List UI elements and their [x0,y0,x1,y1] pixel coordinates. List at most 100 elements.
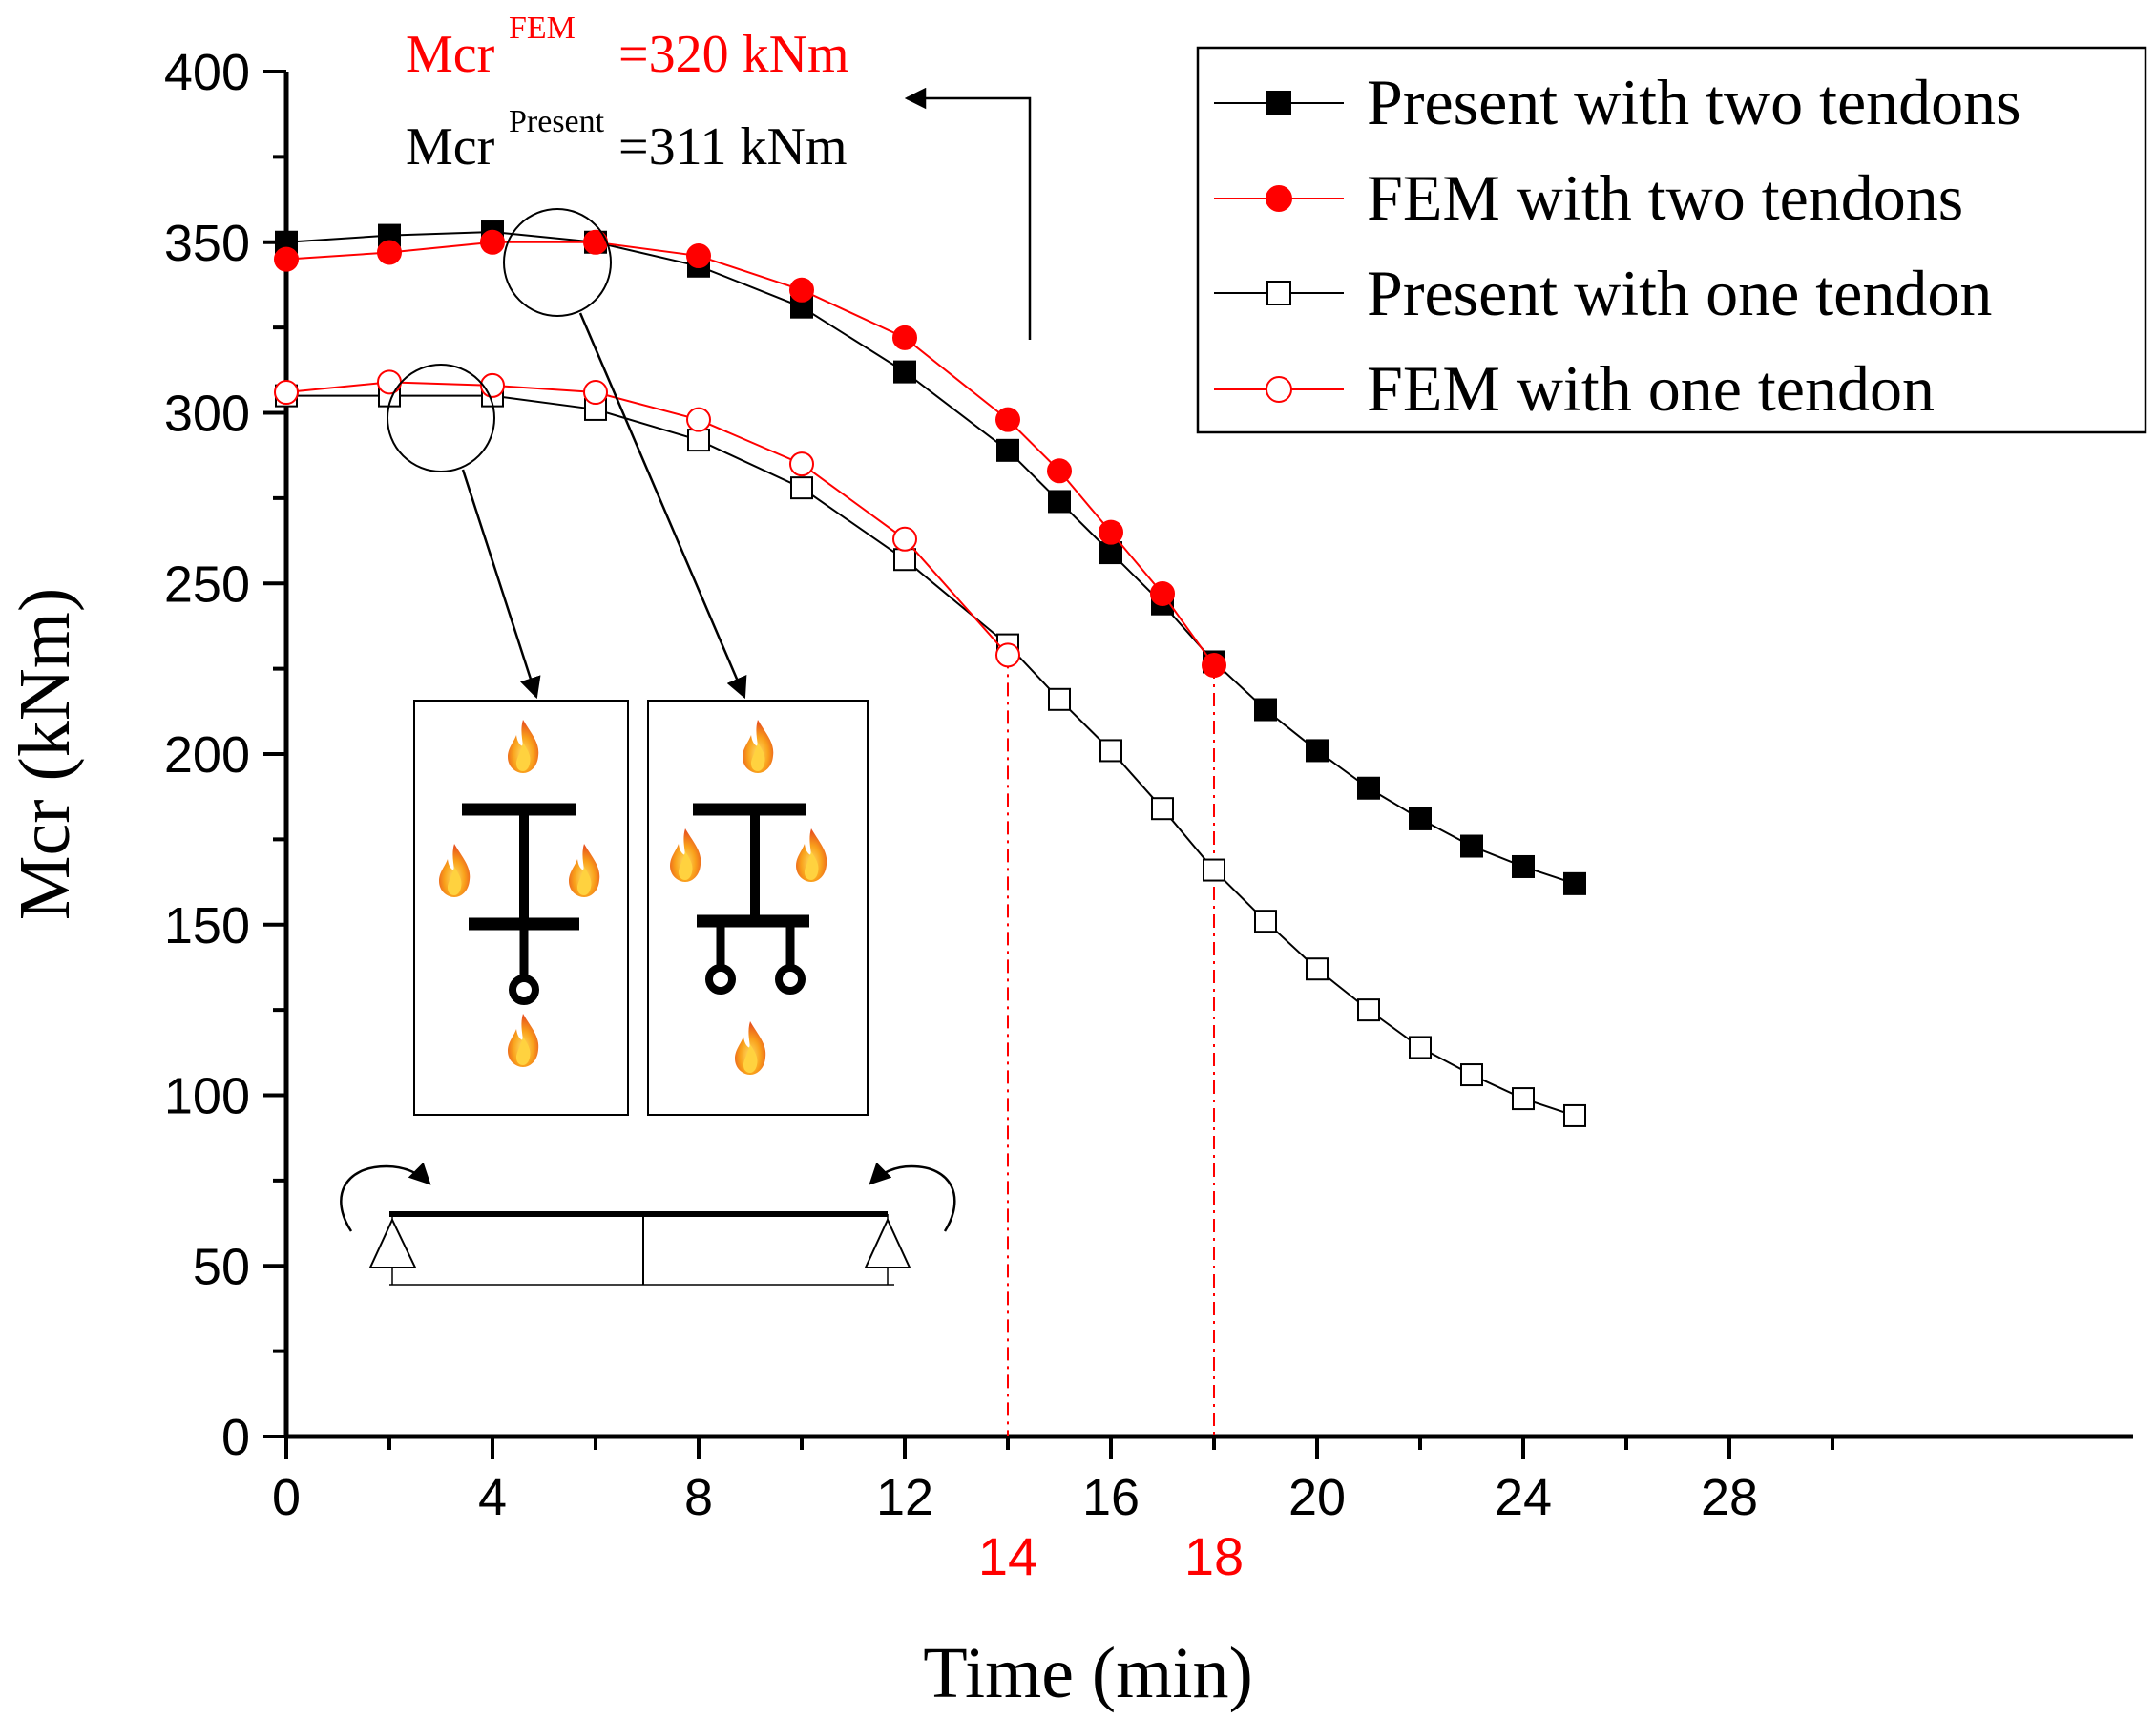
legend-frame [1196,46,2147,434]
legend-item-fem-two: FEM with two tendons [1214,161,1963,234]
data-point [1150,580,1175,606]
data-point [1306,957,1329,981]
callout-circle-two-tendons [503,208,612,317]
y-tick-label: 150 [164,897,250,954]
callout-arrow-two-tendons [578,312,747,700]
data-point [687,429,710,452]
data-point [893,548,916,572]
callout-arrow-one-tendon [461,469,541,700]
y-tick-label: 0 [221,1409,250,1466]
x-tick-label: 16 [1082,1469,1140,1526]
data-point [686,407,711,432]
y-tick-label: 400 [164,44,250,101]
x-tick-label: 0 [272,1469,301,1526]
annotation-arrow [904,87,1032,340]
data-point [1460,834,1483,858]
legend-marker-circle-filled [1266,185,1292,212]
legend-label: Present with two tendons [1367,66,2021,138]
inset-one-tendon [413,700,629,1116]
y-tick-label: 300 [164,386,250,443]
y-tick-label: 350 [164,215,250,272]
legend-marker-square-filled [1266,91,1291,115]
tendon-icon [509,975,539,1005]
data-point [893,360,916,384]
axes: 0 4 8 12 16 20 24 28 0 50 100 150 200 250 300 350 400 [164,44,2133,1526]
data-point [995,407,1020,432]
y-tick-label: 250 [164,556,250,613]
tendon-icon [705,964,736,995]
x-axis-title: Time (min) [923,1633,1253,1713]
legend-marker-circle-open [1266,376,1292,403]
moment-arrow-right-icon [869,1162,956,1232]
data-point [1357,776,1380,800]
x-tick-label: 28 [1701,1469,1758,1526]
data-point [892,325,917,350]
data-point [995,642,1020,668]
present-annotation-value: =311 kNm [618,117,848,177]
x-tick-label: 20 [1288,1469,1346,1526]
data-point [1203,858,1225,882]
data-point [1512,1087,1535,1111]
highlight-tick-label: 14 [978,1526,1037,1586]
data-point [1409,1036,1432,1059]
present-annotation-sup: Present [509,104,605,139]
beam-schematic [340,1162,956,1286]
legend-item-present-two: Present with two tendons [1214,66,2021,138]
series-1 [274,229,1226,679]
y-tick-label: 100 [164,1068,250,1125]
series-3 [274,369,1020,668]
data-point [790,476,813,500]
data-point [686,243,711,269]
data-point [1563,1103,1586,1127]
inset-two-tendons [647,700,869,1116]
data-point [1563,871,1586,895]
legend: Present with two tendons FEM with two te… [1196,46,2147,434]
x-tick-label: 8 [684,1469,713,1526]
x-tick-label: 24 [1495,1469,1552,1526]
series-line [285,381,1009,656]
callout-circle-one-tendon [387,364,495,472]
x-tick-label: 12 [876,1469,933,1526]
y-axis-title: Mcr (kNm) [5,588,85,920]
data-point [1099,541,1122,565]
support-icon [864,1217,911,1268]
annotation-mcr: Mcr FEM =320 kNm Mcr Present =311 kNm [406,10,1032,340]
data-point [1047,458,1072,484]
data-point [1254,698,1277,722]
legend-label: FEM with two tendons [1367,161,1963,234]
legend-marker-square-open [1266,281,1291,305]
fem-annotation-value: =320 kNm [618,25,849,84]
data-point [1099,739,1122,763]
legend-label: Present with one tendon [1367,257,1992,329]
data-point [1306,739,1329,763]
data-point [1460,1063,1483,1087]
highlight-guides: 14 18 [978,655,1244,1586]
data-point [1512,854,1535,878]
data-point [1409,807,1432,830]
svg-text:Mcr: Mcr [406,117,495,177]
data-point [377,240,402,265]
legend-item-present-one: Present with one tendon [1214,257,1992,329]
support-icon [368,1217,417,1268]
callouts [387,208,747,700]
fem-annotation-prefix: Mcr [406,25,495,84]
data-point [1357,998,1380,1022]
highlight-tick-label: 18 [1184,1526,1244,1586]
data-point [1048,490,1071,514]
tendon-icon [775,964,806,995]
data-point [789,451,814,477]
data-point [1254,910,1277,933]
data-point [996,438,1019,462]
legend-label: FEM with one tendon [1367,352,1935,425]
y-tick-label: 200 [164,726,250,784]
svg-text:Mcr: Mcr [406,25,495,84]
data-point [892,526,917,552]
fem-annotation-sup: FEM [509,10,576,46]
data-point [789,277,814,303]
x-ticks: 0 4 8 12 16 20 24 28 [272,1436,1834,1526]
moment-arrow-left-icon [340,1162,431,1232]
present-annotation-prefix: Mcr [406,117,495,177]
legend-item-fem-one: FEM with one tendon [1214,352,1935,425]
data-point [1202,653,1226,679]
